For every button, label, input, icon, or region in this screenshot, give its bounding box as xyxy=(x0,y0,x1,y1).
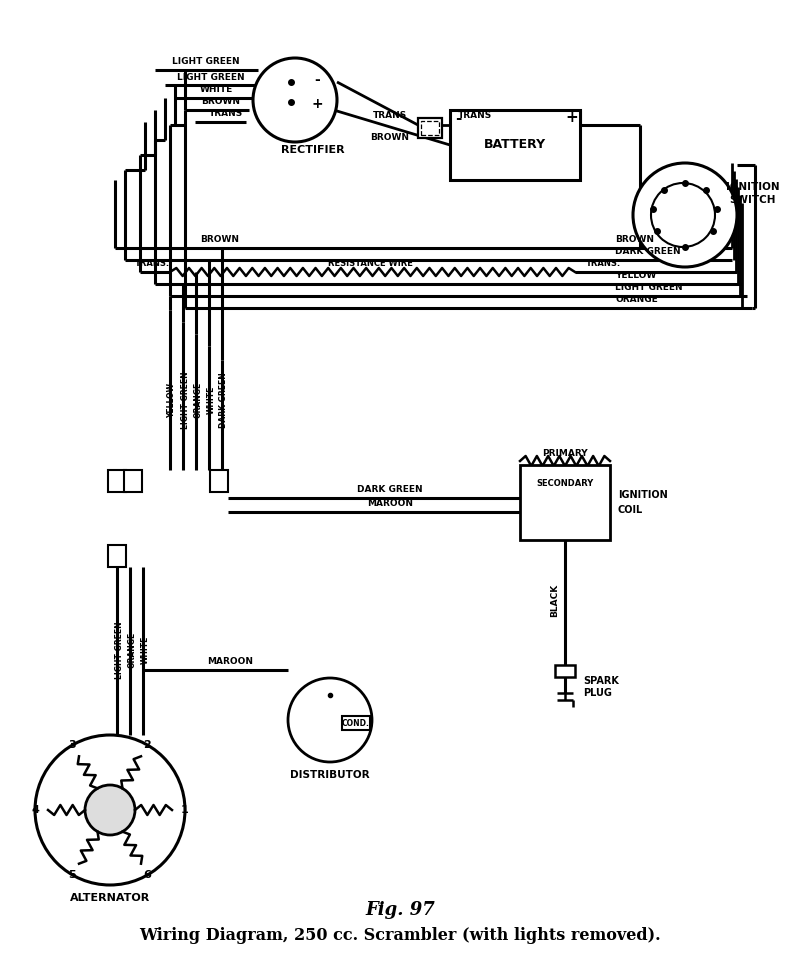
Text: DARK GREEN: DARK GREEN xyxy=(615,248,681,257)
Text: 5: 5 xyxy=(69,870,76,880)
Text: SPARK: SPARK xyxy=(583,676,619,686)
Text: SWITCH: SWITCH xyxy=(730,195,776,205)
Text: SECONDARY: SECONDARY xyxy=(536,478,594,487)
Text: DARK GREEN: DARK GREEN xyxy=(357,485,423,495)
Text: 6: 6 xyxy=(143,870,151,880)
Text: BROWN: BROWN xyxy=(202,98,241,106)
Text: COIL: COIL xyxy=(618,505,643,515)
Text: TRANS: TRANS xyxy=(373,110,407,119)
Text: ALTERNATOR: ALTERNATOR xyxy=(70,893,150,903)
Bar xyxy=(421,121,439,135)
Text: LIGHT GREEN: LIGHT GREEN xyxy=(181,371,190,428)
Text: TRANS: TRANS xyxy=(458,110,492,119)
Bar xyxy=(108,545,126,567)
Text: COND.: COND. xyxy=(342,718,370,727)
Text: ORANGE: ORANGE xyxy=(194,382,202,418)
Bar xyxy=(210,470,228,492)
Text: YELLOW: YELLOW xyxy=(615,271,656,280)
Text: 1: 1 xyxy=(181,805,189,815)
Text: YELLOW: YELLOW xyxy=(167,383,177,418)
Circle shape xyxy=(651,183,715,247)
Text: LIGHT GREEN: LIGHT GREEN xyxy=(114,621,123,679)
Bar xyxy=(342,716,370,730)
Text: TRANS.: TRANS. xyxy=(586,260,621,268)
Text: BATTERY: BATTERY xyxy=(484,139,546,151)
Text: LIGHT GREEN: LIGHT GREEN xyxy=(177,72,245,82)
Text: BLACK: BLACK xyxy=(550,584,559,617)
Circle shape xyxy=(85,785,135,835)
Text: PRIMARY: PRIMARY xyxy=(542,449,588,458)
Text: LIGHT GREEN: LIGHT GREEN xyxy=(172,58,240,66)
Text: WHITE: WHITE xyxy=(199,86,233,95)
Text: LIGHT GREEN: LIGHT GREEN xyxy=(615,283,682,293)
Text: ORANGE: ORANGE xyxy=(127,631,137,669)
Text: Fig. 97: Fig. 97 xyxy=(365,901,435,919)
Text: DARK GREEN: DARK GREEN xyxy=(219,372,229,427)
Text: TRANS.: TRANS. xyxy=(134,260,170,268)
Bar xyxy=(520,465,610,540)
Text: MAROON: MAROON xyxy=(207,658,253,667)
Text: TRANS: TRANS xyxy=(209,109,243,118)
Text: Wiring Diagram, 250 cc. Scrambler (with lights removed).: Wiring Diagram, 250 cc. Scrambler (with … xyxy=(139,926,661,944)
Text: IGNITION: IGNITION xyxy=(726,182,780,192)
Bar xyxy=(555,665,575,677)
Text: WHITE: WHITE xyxy=(141,635,150,665)
Circle shape xyxy=(253,58,337,142)
Bar xyxy=(450,110,580,180)
Text: BROWN: BROWN xyxy=(201,235,239,245)
Circle shape xyxy=(288,678,372,762)
Text: RESISTANCE WIRE: RESISTANCE WIRE xyxy=(327,260,413,268)
Text: PLUG: PLUG xyxy=(583,688,612,698)
Text: BROWN: BROWN xyxy=(370,134,410,142)
Bar xyxy=(418,118,442,138)
Text: BROWN: BROWN xyxy=(615,235,654,245)
Text: +: + xyxy=(566,110,578,126)
Text: -: - xyxy=(314,73,320,87)
Text: ORANGE: ORANGE xyxy=(615,296,658,305)
Text: WHITE: WHITE xyxy=(206,386,215,414)
Text: 4: 4 xyxy=(31,805,39,815)
Text: +: + xyxy=(311,97,323,111)
Circle shape xyxy=(35,735,185,885)
Circle shape xyxy=(633,163,737,267)
Text: MAROON: MAROON xyxy=(367,500,413,508)
Text: IGNITION: IGNITION xyxy=(618,490,668,500)
Text: 2: 2 xyxy=(144,740,151,750)
Text: RECTIFIER: RECTIFIER xyxy=(281,145,345,155)
Text: 3: 3 xyxy=(69,740,76,750)
Bar xyxy=(124,470,142,492)
Text: DISTRIBUTOR: DISTRIBUTOR xyxy=(290,770,370,780)
Bar xyxy=(108,470,126,492)
Text: -: - xyxy=(455,110,461,126)
